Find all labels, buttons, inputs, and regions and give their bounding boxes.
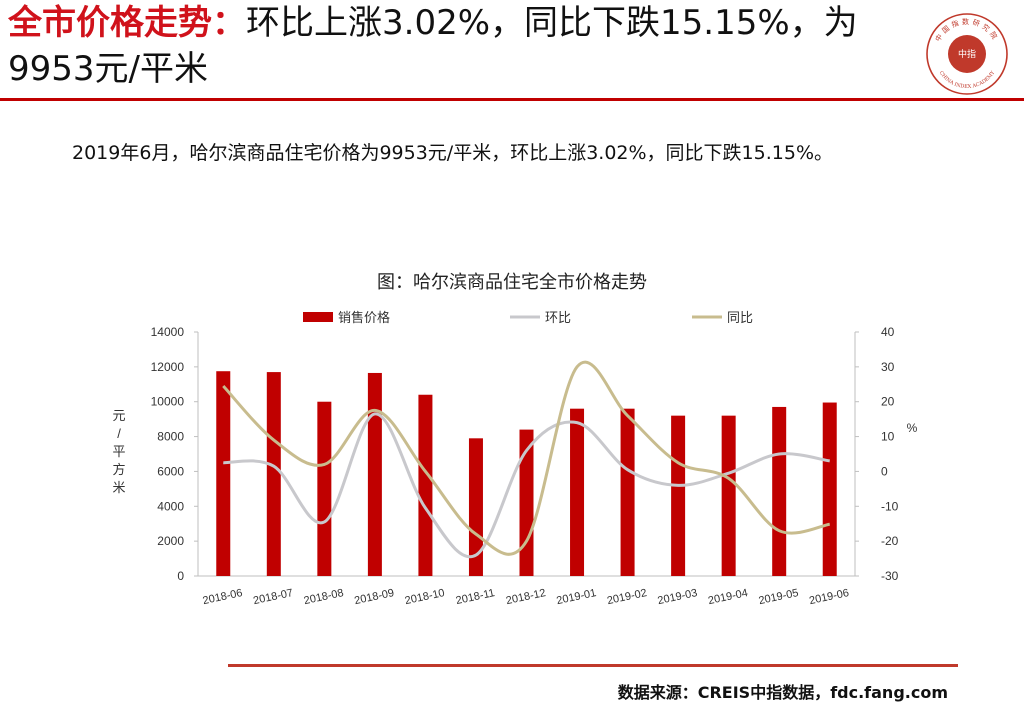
left-tick-label: 14000 <box>151 325 185 339</box>
data-source: 数据来源：CREIS中指数据，fdc.fang.com <box>617 683 948 702</box>
right-tick-label: 30 <box>881 360 895 374</box>
price-bar <box>216 371 231 576</box>
headline-highlight: 全市价格走势： <box>8 3 246 43</box>
x-tick-label: 2019-02 <box>606 587 648 607</box>
page-headline: 全市价格走势：环比上涨3.02%，同比下跌15.15%，为9953元/平米 <box>8 0 908 92</box>
x-tick-label: 2018-07 <box>252 587 294 607</box>
right-tick-label: -30 <box>881 569 899 583</box>
price-bar <box>317 401 332 576</box>
headline-rest: 环比上涨3.02%，同比下跌15.15%，为9953元/平米 <box>8 3 858 89</box>
left-tick-label: 0 <box>177 569 184 583</box>
yoy-line <box>222 360 831 556</box>
x-tick-label: 2019-06 <box>808 587 850 607</box>
price-bar <box>266 372 281 576</box>
left-tick-label: 8000 <box>157 430 184 444</box>
price-bar <box>721 415 736 576</box>
chart-title: 图：哈尔滨商品住宅全市价格走势 <box>377 272 647 293</box>
x-tick-label: 2019-04 <box>707 587 749 607</box>
price-bar <box>772 406 787 576</box>
price-bar <box>671 415 686 576</box>
price-bar <box>822 402 837 576</box>
x-tick-label: 2018-09 <box>353 587 395 607</box>
legend-label: 环比 <box>545 310 571 325</box>
left-tick-label: 4000 <box>157 499 184 513</box>
left-axis-label-char: 方 <box>112 462 125 477</box>
left-tick-label: 12000 <box>151 360 185 374</box>
x-tick-label: 2018-12 <box>505 587 547 607</box>
summary-text: 2019年6月，哈尔滨商品住宅价格为9953元/平米，环比上涨3.02%，同比下… <box>72 142 834 164</box>
right-tick-label: 20 <box>881 395 895 409</box>
x-tick-label: 2018-06 <box>202 587 244 607</box>
left-axis-label-char: 米 <box>112 480 125 495</box>
x-tick-label: 2018-11 <box>455 587 496 607</box>
legend-swatch-bar <box>303 312 333 322</box>
left-axis-label-char: 平 <box>112 444 125 459</box>
right-axis-label: % <box>907 421 918 435</box>
right-tick-label: -20 <box>881 534 899 548</box>
x-tick-label: 2018-08 <box>303 587 345 607</box>
price-bar <box>570 408 585 576</box>
left-tick-label: 6000 <box>157 464 184 478</box>
legend-label: 同比 <box>727 310 753 325</box>
price-bar <box>620 408 635 576</box>
seal-text-center: 中指 <box>958 48 976 60</box>
footer-divider <box>228 664 958 667</box>
left-axis-label-char: / <box>117 426 121 441</box>
x-tick-label: 2018-10 <box>404 587 446 607</box>
mom-line <box>223 412 830 559</box>
title-divider <box>0 98 1024 101</box>
price-bar <box>367 372 382 576</box>
price-bar <box>468 438 483 576</box>
legend-label: 销售价格 <box>338 310 390 325</box>
left-tick-label: 2000 <box>157 534 184 548</box>
price-bar <box>519 429 534 576</box>
right-tick-label: -10 <box>881 499 899 513</box>
right-tick-label: 40 <box>881 325 895 339</box>
right-tick-label: 10 <box>881 430 895 444</box>
left-tick-label: 10000 <box>151 395 185 409</box>
left-axis-label-char: 元 <box>112 408 125 423</box>
x-tick-label: 2019-01 <box>555 587 597 607</box>
x-tick-label: 2019-05 <box>758 587 800 607</box>
right-tick-label: 0 <box>881 464 888 478</box>
price-bar <box>418 394 433 576</box>
x-tick-label: 2019-03 <box>656 587 698 607</box>
china-index-academy-seal-icon: 中国指数研究院 CHINA INDEX ACADEMY 中指 <box>926 13 1008 95</box>
